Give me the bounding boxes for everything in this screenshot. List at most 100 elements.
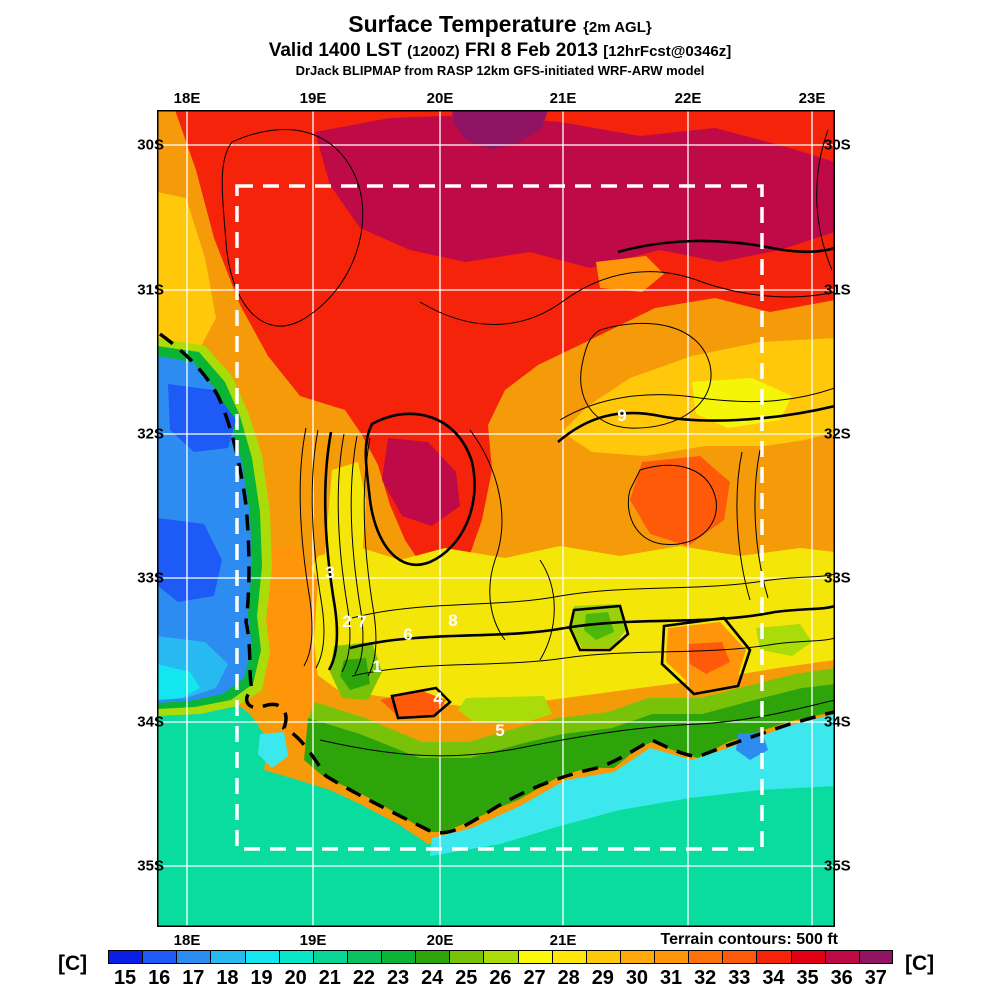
colorbar-tick: 15 — [113, 967, 137, 989]
lon-label-top: 19E — [299, 90, 327, 107]
lat-label-left: 31S — [137, 281, 164, 299]
contour-label: 5 — [495, 721, 504, 740]
lat-label-right: 35S — [824, 857, 851, 875]
colorbar-tick: 28 — [557, 967, 580, 989]
colorbar-swatch — [483, 950, 518, 964]
colorbar-tick: 37 — [864, 967, 887, 989]
colorbar-cell: 31 — [654, 950, 689, 990]
lon-label-top: 21E — [549, 90, 577, 107]
colorbar-tick: 33 — [728, 967, 751, 989]
colorbar-swatch — [381, 950, 416, 964]
colorbar-cell: 28 — [551, 950, 586, 990]
colorbar-tick: 35 — [796, 967, 819, 989]
lat-label-right: 30S — [824, 136, 851, 154]
contour-height-labels: 9 3 2 7 8 6 1 4 5 — [325, 406, 626, 740]
lon-label-bottom: 21E — [549, 932, 577, 949]
colorbar-tick: 20 — [284, 967, 307, 989]
colorbar-swatch — [756, 950, 791, 964]
contour-label: 2 — [342, 612, 351, 631]
colorbar-cell: 32 — [688, 950, 723, 990]
colorbar-cell: 27 — [517, 950, 552, 990]
colorbar-unit-right: [C] — [905, 952, 935, 975]
map-frame — [157, 110, 835, 927]
colorbar-swatch — [415, 950, 450, 964]
colorbar-cell: 18 — [210, 950, 245, 990]
colorbar-swatch — [551, 950, 586, 964]
nest-boundary-box — [235, 184, 764, 851]
colorbar-tick: 19 — [250, 967, 273, 989]
colorbar-tick: 32 — [694, 967, 717, 989]
colorbar-cell: 33 — [722, 950, 757, 990]
colorbar-swatch — [142, 950, 177, 964]
valid-date: FRI 8 Feb 2013 — [464, 39, 598, 61]
lat-label-right: 33S — [824, 569, 851, 587]
temperature-field — [157, 110, 835, 927]
colorbar-tick: 25 — [455, 967, 478, 989]
colorbar-swatch — [688, 950, 723, 964]
colorbar-tick: 27 — [523, 967, 546, 989]
colorbar-cell: 37 — [858, 950, 893, 990]
contour-label: 1 — [372, 657, 381, 676]
page-title: Surface Temperature {2m AGL} — [0, 10, 1000, 39]
colorbar-swatch — [346, 950, 381, 964]
colorbar-cell: 22 — [346, 950, 381, 990]
colorbar-cell: 24 — [415, 950, 450, 990]
lon-label-top: 20E — [426, 90, 454, 107]
temperature-map: 9 3 2 7 8 6 1 4 5 — [157, 110, 835, 927]
colorbar-cell: 35 — [790, 950, 825, 990]
colorbar-swatch — [210, 950, 245, 964]
colorbar-tick: 30 — [625, 967, 649, 989]
valid-local-time: Valid 1400 LST — [268, 39, 402, 61]
contour-label: 7 — [357, 612, 366, 631]
colorbar-cell: 15 — [108, 950, 143, 990]
colorbar-cell: 34 — [756, 950, 791, 990]
colorbar-swatch — [176, 950, 211, 964]
colorbar-swatch — [790, 950, 825, 964]
lat-label-left: 33S — [137, 569, 164, 587]
valid-zulu-time: (1200Z) — [407, 42, 460, 60]
title-parameter: Surface Temperature — [348, 11, 577, 37]
lon-label-bottom: 20E — [426, 932, 454, 949]
colorbar-tick: 26 — [489, 967, 512, 989]
lat-label-right: 31S — [824, 281, 851, 299]
forecast-cycle: [12hrFcst@0346z] — [603, 42, 732, 60]
lon-label-top: 18E — [173, 90, 201, 107]
title-block: Surface Temperature {2m AGL} Valid 1400 … — [0, 10, 1000, 79]
model-attribution: DrJack BLIPMAP from RASP 12km GFS-initia… — [295, 62, 705, 78]
colorbar-cell: 16 — [142, 950, 177, 990]
colorbar-tick: 18 — [216, 967, 239, 989]
colorbar-swatch — [858, 950, 893, 964]
colorbar-cell: 29 — [585, 950, 620, 990]
colorbar-tick: 21 — [318, 967, 341, 989]
contour-label: 9 — [617, 406, 626, 425]
lon-label-bottom: 19E — [299, 932, 327, 949]
colorbar-cell: 30 — [619, 950, 654, 990]
colorbar-swatch — [824, 950, 859, 964]
colorbar-swatch — [517, 950, 552, 964]
colorbar-tick: 34 — [762, 967, 785, 989]
colorbar-unit-left: [C] — [58, 952, 88, 975]
colorbar-tick: 31 — [659, 967, 683, 989]
terrain-contours — [221, 129, 835, 757]
lat-label-left: 30S — [137, 136, 164, 154]
lat-label-right: 34S — [824, 713, 851, 731]
terrain-contour-note: Terrain contours: 500 ft — [660, 931, 838, 948]
colorbar-swatch — [654, 950, 689, 964]
colorbar-cell: 19 — [244, 950, 279, 990]
contour-label: 8 — [448, 611, 457, 630]
lat-label-left: 35S — [137, 857, 164, 875]
coastline — [158, 332, 835, 835]
colorbar-tick: 22 — [352, 967, 376, 989]
colorbar-cell: 25 — [449, 950, 484, 990]
colorbar-tick: 17 — [182, 967, 205, 989]
colorbar-cell: 21 — [312, 950, 347, 990]
valid-time-line: Valid 1400 LST (1200Z) FRI 8 Feb 2013 [1… — [0, 39, 1000, 63]
colorbar-swatch — [619, 950, 654, 964]
colorbar-tick: 23 — [386, 967, 410, 989]
lat-label-right: 32S — [824, 425, 851, 443]
colorbar-tick: 29 — [591, 967, 614, 989]
lat-label-left: 32S — [137, 425, 164, 443]
contour-label: 6 — [403, 625, 412, 644]
colorbar-tick: 36 — [830, 967, 853, 989]
